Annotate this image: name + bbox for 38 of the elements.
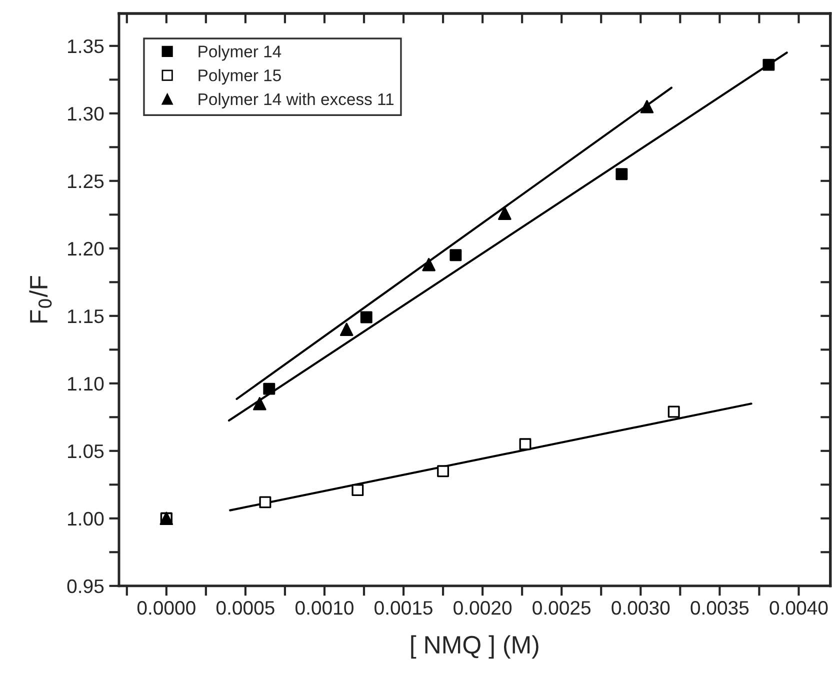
y-axis-title: F$_{0}$/F [29,276,52,323]
y-tick-label: 1.15 [68,310,104,324]
x-tick-label: 0.0025 [532,600,591,615]
x-tick-label: 0.0000 [137,600,196,615]
point [640,100,654,114]
x-tick-label: 0.0035 [690,600,749,615]
y-tick-label: 1.30 [68,106,104,121]
point [352,484,364,496]
y-tick-label: 1.25 [68,174,104,188]
point [360,311,372,324]
point [498,206,512,220]
legend-label: Polymer 14 with excess 11 [198,92,394,108]
x-tick-label: 0.0040 [770,600,828,615]
x-tick-label: 0.0030 [612,600,670,615]
y-tick-label: 1.05 [68,444,104,458]
x-tick-label: 0.0020 [454,600,512,615]
point [259,496,272,508]
point [519,438,532,450]
legend-label: Polymer 14 [198,45,282,61]
point [422,258,436,272]
point [340,322,354,336]
point [437,465,450,478]
point [668,406,680,418]
x-tick-label: 0.0015 [374,600,432,615]
point [253,397,266,410]
legend-label: Polymer 15 [198,69,281,85]
y-tick-label: 1.35 [68,39,104,54]
y-tick-label: 1.20 [68,242,104,256]
y-tick-label: 1.10 [68,376,104,391]
x-tick-label: 0.0005 [216,600,274,615]
y-tick-label: 0.95 [67,579,104,594]
point [450,249,462,262]
x-axis-title: [ NMQ ] (M) [411,635,538,659]
x-tick-label: 0.0010 [296,600,354,615]
point [762,58,775,71]
y-tick-label: 1.00 [68,512,104,526]
point [616,168,628,180]
point [263,382,276,395]
